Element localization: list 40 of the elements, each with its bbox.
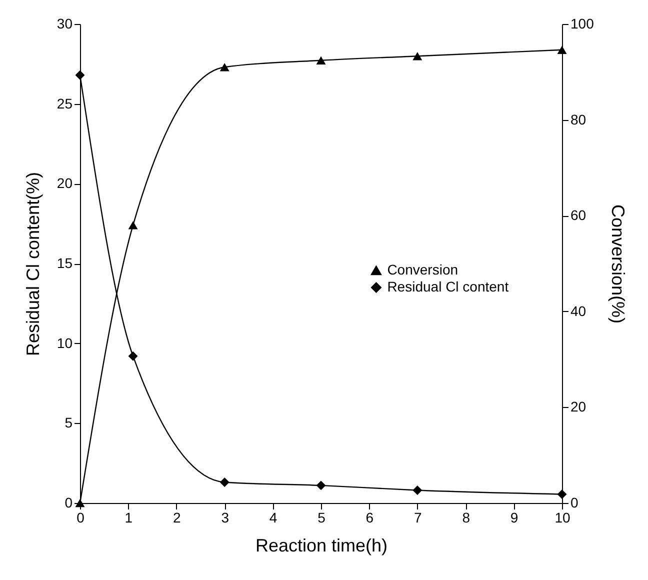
legend-label: Conversion: [387, 262, 458, 278]
y-tick-label: 15: [56, 255, 73, 271]
y2-tick-label: 80: [570, 111, 586, 128]
point: [557, 489, 567, 499]
point: [128, 221, 138, 230]
y-axis-title: Residual Cl content(%): [22, 172, 43, 356]
x-tick-label: 4: [269, 510, 278, 526]
x-tick-label: 6: [366, 510, 374, 526]
x-tick-label: 8: [462, 510, 470, 526]
y2-tick-label: 20: [570, 398, 586, 415]
point: [316, 480, 326, 490]
x-tick-label: 3: [221, 510, 230, 526]
x-tick-label: 5: [318, 510, 326, 526]
point: [128, 351, 138, 361]
point: [220, 63, 230, 72]
y-tick-label: 5: [64, 414, 73, 431]
x-tick-label: 9: [510, 510, 518, 526]
point: [557, 46, 567, 54]
x-tick-label: 0: [76, 510, 85, 526]
point: [220, 478, 230, 487]
point: [412, 52, 422, 60]
y-tick-label: 20: [56, 175, 73, 192]
y2-tick-label: 0: [570, 494, 578, 510]
x-tick-label: 2: [173, 510, 181, 526]
y2-tick-label: 100: [570, 16, 594, 32]
y2-tick-label: 40: [570, 302, 586, 319]
y2-axis-title: Conversion(%): [608, 204, 628, 324]
x-tick-label: 10: [554, 510, 570, 526]
y-tick-label: 0: [64, 494, 73, 510]
y-tick-label: 30: [56, 16, 73, 32]
y-tick-label: 10: [56, 334, 73, 351]
legend-label: Residual Cl content: [387, 278, 509, 294]
x-tick-label: 7: [414, 510, 422, 526]
x-tick-label: 1: [124, 510, 133, 526]
x-axis-title: Reaction time(h): [255, 536, 388, 556]
y2-tick-label: 60: [570, 207, 586, 224]
point: [75, 70, 85, 80]
point: [412, 485, 422, 495]
y-tick-label: 25: [56, 95, 73, 112]
point: [316, 56, 326, 65]
